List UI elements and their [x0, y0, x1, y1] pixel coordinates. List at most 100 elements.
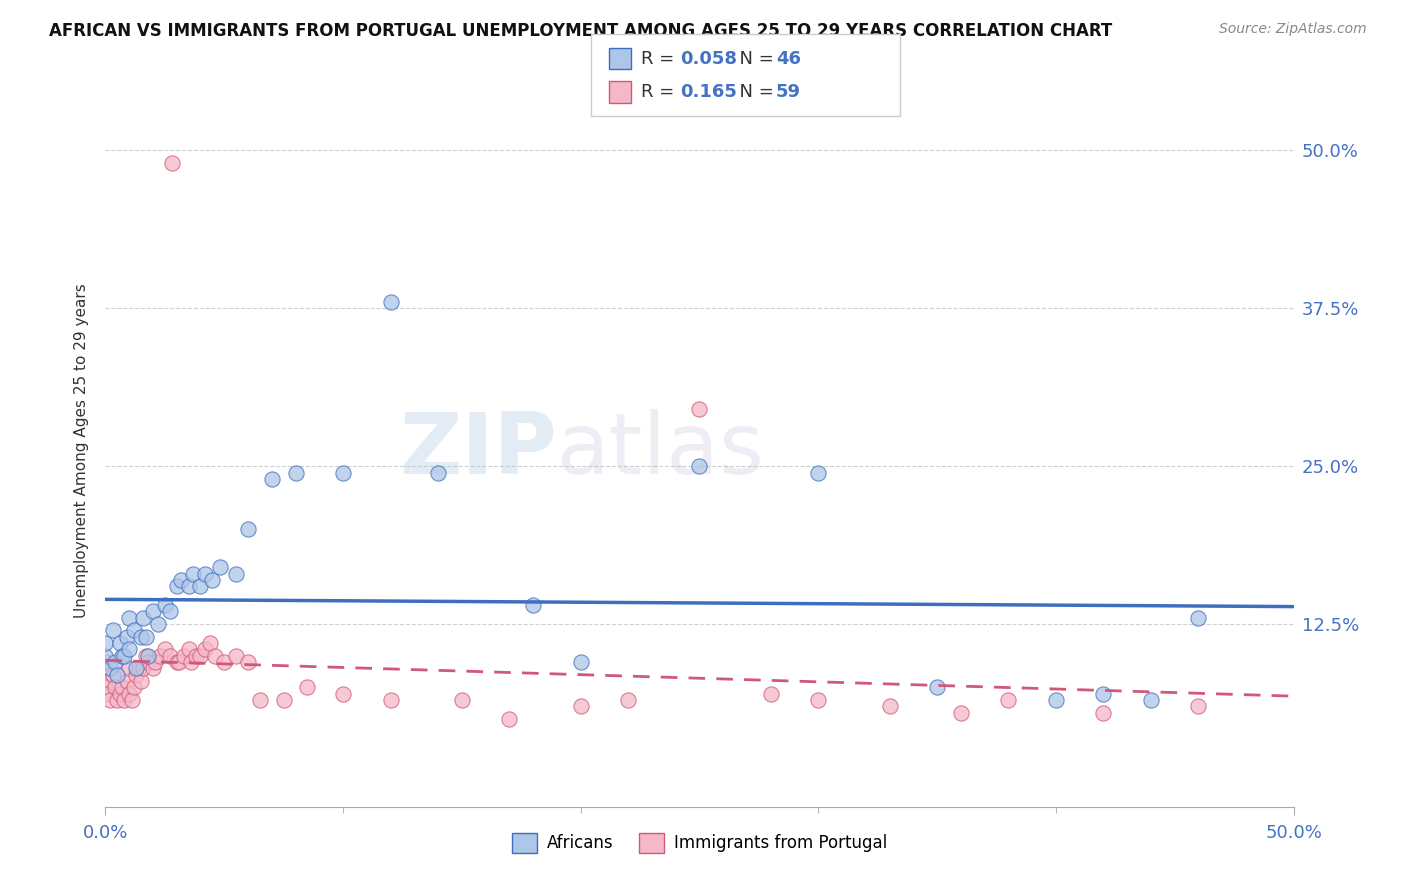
- Point: [689, 402, 711, 417]
- Text: N =: N =: [728, 84, 780, 102]
- Point: [236, 655, 259, 669]
- Point: [177, 579, 200, 593]
- Point: [114, 648, 136, 663]
- Point: [427, 466, 450, 480]
- Point: [98, 693, 121, 707]
- Point: [101, 667, 124, 681]
- Point: [190, 648, 212, 663]
- Point: [114, 693, 136, 707]
- Point: [104, 680, 127, 694]
- Point: [173, 648, 195, 663]
- Point: [121, 693, 143, 707]
- Point: [111, 680, 134, 694]
- Point: [146, 617, 169, 632]
- Point: [166, 579, 188, 593]
- Point: [201, 573, 224, 587]
- Point: [236, 522, 259, 536]
- Point: [111, 648, 134, 663]
- Text: AFRICAN VS IMMIGRANTS FROM PORTUGAL UNEMPLOYMENT AMONG AGES 25 TO 29 YEARS CORRE: AFRICAN VS IMMIGRANTS FROM PORTUGAL UNEM…: [49, 22, 1112, 40]
- Point: [118, 642, 141, 657]
- Text: ZIP: ZIP: [399, 409, 557, 492]
- Point: [180, 655, 202, 669]
- Point: [1140, 693, 1163, 707]
- Point: [1092, 687, 1115, 701]
- Text: R =: R =: [641, 50, 681, 68]
- Point: [1187, 699, 1209, 714]
- Point: [380, 693, 402, 707]
- Point: [118, 661, 141, 675]
- Point: [128, 661, 150, 675]
- Text: atlas: atlas: [557, 409, 765, 492]
- Point: [183, 566, 205, 581]
- Point: [118, 611, 141, 625]
- Point: [153, 598, 176, 612]
- Point: [522, 598, 544, 612]
- Point: [143, 655, 166, 669]
- Point: [284, 466, 307, 480]
- Point: [135, 648, 157, 663]
- Point: [125, 661, 148, 675]
- Point: [450, 693, 472, 707]
- Point: [104, 655, 127, 669]
- Point: [108, 636, 131, 650]
- Point: [332, 687, 354, 701]
- Point: [208, 560, 231, 574]
- Text: 0.165: 0.165: [681, 84, 737, 102]
- Point: [879, 699, 901, 714]
- Point: [142, 605, 165, 619]
- Point: [122, 680, 145, 694]
- Point: [101, 624, 124, 638]
- Text: N =: N =: [728, 50, 780, 68]
- Point: [214, 655, 236, 669]
- Point: [184, 648, 207, 663]
- Point: [135, 630, 157, 644]
- Point: [118, 687, 141, 701]
- Point: [807, 693, 830, 707]
- Point: [132, 611, 155, 625]
- Point: [1187, 611, 1209, 625]
- Point: [98, 661, 121, 675]
- Point: [194, 642, 217, 657]
- Point: [108, 687, 131, 701]
- Point: [94, 661, 117, 675]
- Text: 46: 46: [776, 50, 801, 68]
- Point: [94, 648, 117, 663]
- Text: Source: ZipAtlas.com: Source: ZipAtlas.com: [1219, 22, 1367, 37]
- Point: [142, 661, 165, 675]
- Point: [997, 693, 1019, 707]
- Point: [153, 642, 176, 657]
- Point: [160, 156, 183, 170]
- Point: [1092, 706, 1115, 720]
- Point: [759, 687, 782, 701]
- Point: [129, 630, 152, 644]
- Point: [689, 459, 711, 474]
- Point: [332, 466, 354, 480]
- Point: [177, 642, 200, 657]
- Point: [94, 673, 117, 688]
- Point: [194, 566, 217, 581]
- Point: [105, 693, 128, 707]
- Point: [949, 706, 972, 720]
- Point: [94, 687, 117, 701]
- Point: [115, 673, 138, 688]
- Point: [297, 680, 319, 694]
- Y-axis label: Unemployment Among Ages 25 to 29 years: Unemployment Among Ages 25 to 29 years: [73, 283, 89, 618]
- Point: [105, 667, 128, 681]
- Point: [260, 472, 283, 486]
- Point: [166, 655, 188, 669]
- Point: [569, 699, 592, 714]
- Point: [94, 636, 117, 650]
- Point: [380, 295, 402, 310]
- Point: [167, 655, 190, 669]
- Legend: Africans, Immigrants from Portugal: Africans, Immigrants from Portugal: [505, 826, 894, 860]
- Point: [132, 661, 155, 675]
- Point: [125, 667, 148, 681]
- Point: [225, 648, 247, 663]
- Point: [149, 648, 172, 663]
- Point: [129, 673, 152, 688]
- Point: [273, 693, 295, 707]
- Point: [198, 636, 221, 650]
- Point: [204, 648, 226, 663]
- Point: [94, 680, 117, 694]
- Point: [807, 466, 830, 480]
